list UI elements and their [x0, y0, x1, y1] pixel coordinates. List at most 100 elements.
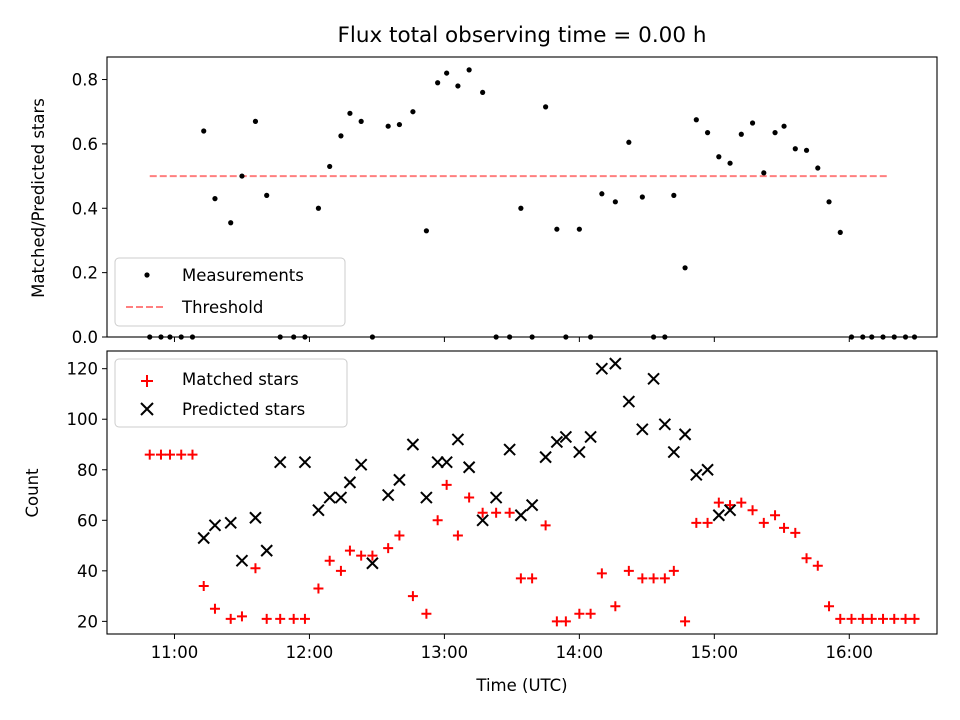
matched-star-point	[790, 527, 801, 538]
measurement-point	[815, 165, 821, 171]
measurement-point	[599, 191, 605, 197]
legend-matched-stars-label: Matched stars	[182, 370, 299, 389]
matched-star-point	[344, 545, 355, 556]
matched-star-point	[176, 449, 187, 460]
matched-star-point	[596, 568, 607, 579]
matched-star-point	[824, 601, 835, 612]
measurement-point	[781, 123, 787, 129]
matched-star-point	[288, 613, 299, 624]
matched-star-point	[637, 573, 648, 584]
top-axes-frame	[106, 56, 938, 338]
measurement-point	[410, 109, 416, 115]
matched-star-point	[585, 608, 596, 619]
measurement-point	[327, 163, 333, 170]
matched-star-point	[452, 530, 463, 541]
bottom-ytick-label: 100	[67, 410, 99, 429]
top-ytick-label: 0.0	[72, 328, 98, 347]
predicted-star-point	[712, 509, 726, 522]
matched-star-point	[407, 591, 418, 602]
matched-star-point	[155, 449, 166, 460]
measurement-point	[466, 67, 472, 73]
predicted-star-point	[550, 435, 564, 449]
matched-star-point	[680, 616, 691, 627]
matched-star-point	[812, 560, 823, 571]
matched-star-point	[209, 603, 220, 614]
measurement-point	[455, 83, 461, 89]
predicted-star-point	[609, 357, 622, 370]
matched-star-point	[432, 515, 443, 526]
matched-star-point	[527, 573, 538, 584]
measurement-point	[576, 226, 582, 232]
top-ytick-label: 0.4	[72, 199, 98, 218]
predicted-star-point	[249, 511, 262, 524]
bottom-xtick-label: 15:00	[691, 643, 739, 662]
measurement-point	[315, 205, 322, 211]
measurement-point	[612, 199, 618, 205]
matched-star-point	[909, 613, 920, 624]
matched-star-point	[335, 565, 346, 576]
measurement-point	[826, 199, 832, 205]
bottom-xtick-label: 11:00	[151, 643, 199, 662]
measurement-point	[772, 130, 778, 136]
bottom-y-axis-label: Count	[23, 468, 42, 518]
matched-star-point	[900, 613, 911, 624]
predicted-star-point	[647, 372, 660, 386]
predicted-star-point	[354, 458, 368, 471]
predicted-star-point	[678, 428, 692, 441]
measurement-point	[480, 89, 486, 96]
matched-star-point	[225, 613, 236, 624]
predicted-star-point	[658, 418, 672, 431]
measurement-point	[435, 80, 441, 86]
matched-star-point	[441, 479, 452, 490]
predicted-star-point	[667, 445, 681, 459]
predicted-star-point	[595, 362, 609, 375]
predicted-star-point	[273, 455, 287, 469]
predicted-star-point	[622, 395, 636, 408]
predicted-star-point	[514, 509, 528, 522]
measurement-point	[385, 123, 391, 129]
matched-star-point	[779, 522, 790, 533]
measurement-point	[201, 128, 207, 134]
matched-star-point	[394, 530, 405, 541]
predicted-star-point	[323, 491, 336, 504]
measurement-point	[682, 265, 688, 271]
bottom-ytick-label: 40	[77, 562, 98, 581]
predicted-star-point	[503, 443, 516, 456]
measurement-point	[543, 104, 549, 110]
top-y-axis-label: Matched/Predicted stars	[29, 98, 48, 298]
matched-star-point	[275, 613, 286, 624]
top-ytick-label: 0.2	[72, 264, 98, 283]
measurement-point	[347, 110, 353, 116]
matched-star-point	[299, 613, 310, 624]
predicted-star-point	[298, 455, 312, 469]
measurement-point	[444, 70, 450, 76]
predicted-star-point	[431, 455, 444, 469]
top-legend-frame	[114, 257, 346, 327]
predicted-star-point	[366, 557, 379, 570]
bottom-xtick-label: 16:00	[825, 643, 873, 662]
measurement-point	[338, 133, 344, 139]
matched-star-point	[515, 573, 526, 584]
bottom-plot: Count Time (UTC) 20 40 60 80 100 120 11:00 12:…	[23, 350, 938, 695]
bottom-ytick-label: 20	[77, 612, 98, 631]
predicted-star-point	[343, 476, 357, 489]
predicted-star-point	[440, 455, 453, 469]
predicted-star-point	[334, 491, 348, 504]
matched-star-point	[659, 573, 670, 584]
legend-predicted-stars-marker	[140, 402, 154, 416]
predicted-star-point	[420, 491, 433, 504]
matched-star-point	[702, 517, 713, 528]
x-axis-label: Time (UTC)	[475, 676, 567, 695]
matched-star-point	[889, 613, 900, 624]
measurement-point	[727, 160, 733, 166]
matched-star-point	[736, 497, 747, 508]
matched-star-point	[668, 565, 679, 576]
measurement-point	[518, 205, 524, 211]
measurement-point	[738, 131, 744, 137]
predicted-star-point	[723, 503, 737, 517]
predicted-star-point	[636, 423, 649, 436]
measurement-point	[264, 192, 270, 198]
legend-threshold-label: Threshold	[181, 298, 263, 317]
matched-star-point	[464, 492, 475, 503]
